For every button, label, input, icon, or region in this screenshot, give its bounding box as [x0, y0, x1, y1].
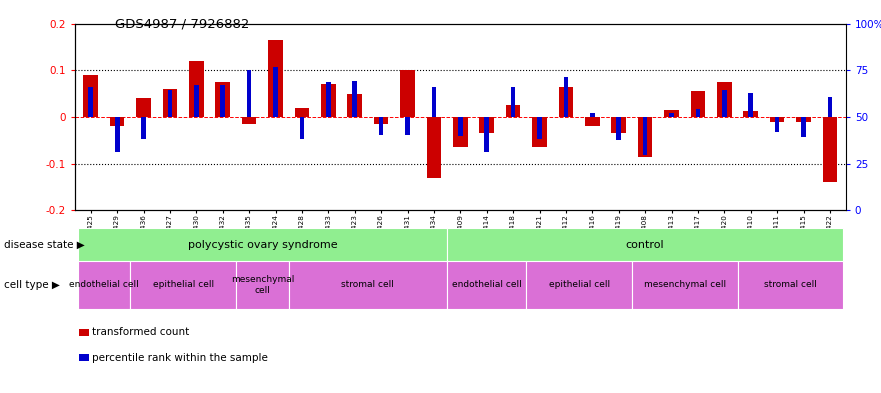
- Bar: [717, 82, 731, 117]
- Bar: [827, 97, 833, 117]
- Bar: [774, 117, 780, 132]
- Bar: [194, 85, 199, 117]
- Bar: [167, 90, 173, 117]
- Text: mesenchymal cell: mesenchymal cell: [644, 281, 726, 289]
- Bar: [643, 117, 648, 155]
- Bar: [590, 113, 595, 117]
- Bar: [347, 94, 362, 117]
- Bar: [247, 70, 251, 117]
- Text: GDS4987 / 7926882: GDS4987 / 7926882: [115, 18, 249, 31]
- Text: stromal cell: stromal cell: [342, 281, 395, 289]
- Bar: [432, 86, 436, 117]
- Bar: [585, 117, 600, 126]
- Bar: [216, 82, 230, 117]
- Bar: [448, 228, 843, 261]
- Text: mesenchymal
cell: mesenchymal cell: [231, 275, 294, 295]
- Bar: [796, 117, 811, 121]
- Bar: [294, 108, 309, 117]
- Bar: [453, 117, 468, 147]
- Bar: [748, 93, 753, 117]
- Bar: [506, 105, 521, 117]
- Bar: [695, 108, 700, 117]
- Bar: [737, 261, 843, 309]
- Bar: [78, 261, 130, 309]
- Bar: [532, 117, 547, 147]
- Bar: [801, 117, 806, 136]
- Bar: [670, 113, 674, 117]
- Bar: [448, 261, 526, 309]
- Bar: [374, 117, 389, 124]
- Bar: [691, 91, 705, 117]
- Bar: [638, 117, 653, 156]
- Bar: [632, 261, 737, 309]
- Text: percentile rank within the sample: percentile rank within the sample: [92, 353, 268, 363]
- Bar: [722, 90, 727, 117]
- Text: stromal cell: stromal cell: [764, 281, 817, 289]
- Bar: [617, 117, 621, 140]
- Bar: [110, 117, 124, 126]
- Text: endothelial cell: endothelial cell: [452, 281, 522, 289]
- Bar: [130, 261, 236, 309]
- Bar: [268, 40, 283, 117]
- Bar: [137, 98, 151, 117]
- Text: control: control: [626, 240, 664, 250]
- Bar: [88, 86, 93, 117]
- Bar: [289, 261, 448, 309]
- Bar: [823, 117, 837, 182]
- Bar: [379, 117, 383, 135]
- Bar: [189, 61, 204, 117]
- Bar: [115, 117, 120, 152]
- Bar: [559, 86, 574, 117]
- Bar: [352, 81, 357, 117]
- Bar: [405, 117, 410, 135]
- Text: epithelial cell: epithelial cell: [152, 281, 214, 289]
- Text: epithelial cell: epithelial cell: [549, 281, 610, 289]
- Bar: [300, 117, 304, 140]
- Bar: [321, 84, 336, 117]
- Bar: [611, 117, 626, 133]
- Bar: [163, 89, 177, 117]
- Bar: [664, 110, 678, 117]
- Text: endothelial cell: endothelial cell: [69, 281, 139, 289]
- Bar: [141, 117, 146, 140]
- Bar: [511, 86, 515, 117]
- Bar: [458, 117, 463, 136]
- Bar: [744, 111, 758, 117]
- Bar: [770, 117, 784, 121]
- Bar: [485, 117, 489, 152]
- Text: polycystic ovary syndrome: polycystic ovary syndrome: [188, 240, 337, 250]
- Bar: [273, 66, 278, 117]
- Bar: [526, 261, 632, 309]
- Bar: [242, 117, 256, 124]
- Bar: [400, 70, 415, 117]
- Bar: [220, 85, 226, 117]
- Bar: [326, 82, 330, 117]
- Bar: [78, 228, 448, 261]
- Bar: [537, 117, 542, 140]
- Text: cell type ▶: cell type ▶: [4, 280, 60, 290]
- Bar: [479, 117, 494, 133]
- Text: transformed count: transformed count: [92, 327, 189, 337]
- Bar: [236, 261, 289, 309]
- Bar: [84, 75, 98, 117]
- Bar: [564, 77, 568, 117]
- Bar: [426, 117, 441, 178]
- Text: disease state ▶: disease state ▶: [4, 240, 85, 250]
